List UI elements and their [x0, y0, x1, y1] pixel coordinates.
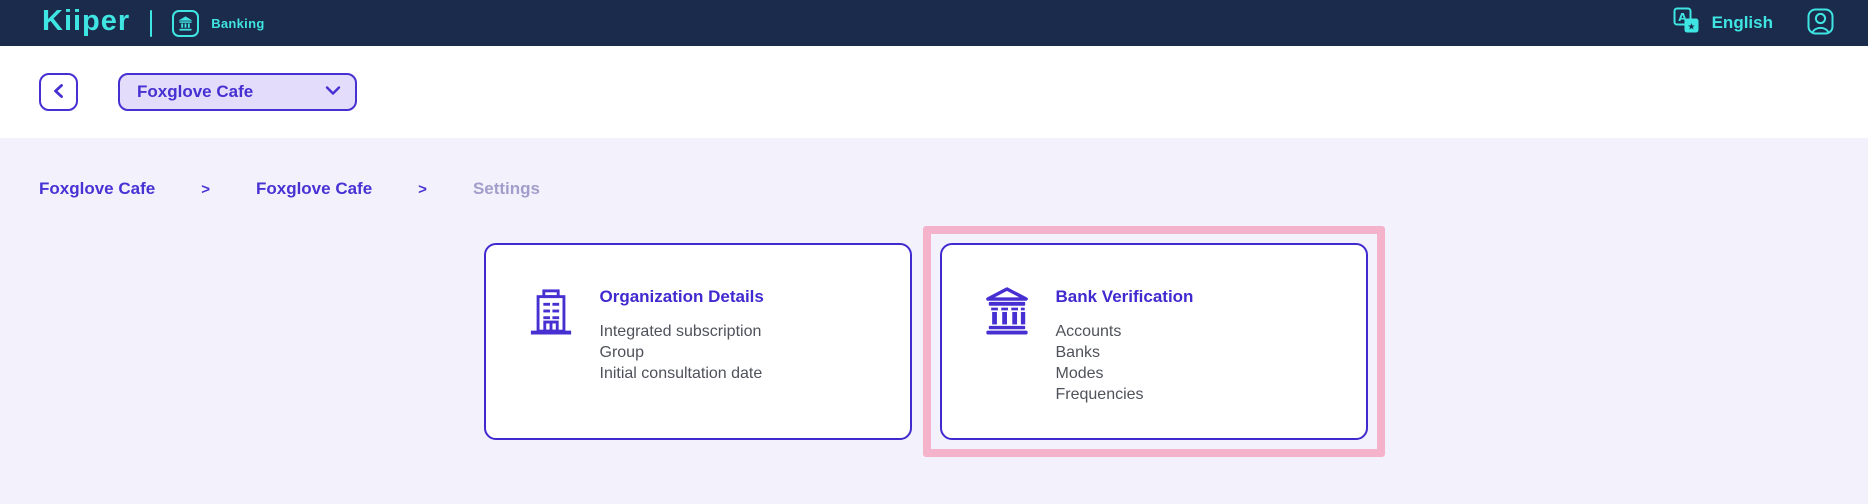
card-list-item: Banks: [1055, 344, 1100, 361]
bank-badge-icon: [172, 9, 200, 37]
main-content: Foxglove Cafe > Foxglove Cafe > Settings: [0, 138, 1868, 504]
product-label: Banking: [211, 15, 265, 31]
brand-logo[interactable]: Kiiper: [42, 5, 131, 37]
svg-text:★: ★: [1687, 23, 1695, 33]
user-profile-icon: [1807, 8, 1834, 38]
card-option-list: Accounts Banks Modes Frequencies: [1056, 321, 1194, 405]
header-divider: [150, 9, 153, 37]
card-organization-details[interactable]: Organization Details Integrated subscrip…: [483, 243, 912, 440]
highlight-frame: Bank Verification Accounts Banks Modes F…: [922, 226, 1385, 457]
card-title: Bank Verification: [1055, 287, 1194, 306]
profile-button[interactable]: [1807, 8, 1834, 38]
card-body: Bank Verification Accounts Banks Modes F…: [1056, 283, 1194, 438]
breadcrumb-separator-icon: >: [418, 180, 427, 198]
top-navbar: Kiiper Banking A ★ English: [0, 0, 1868, 46]
language-label: English: [1711, 13, 1773, 32]
card-list-item: Initial consultation date: [599, 365, 763, 382]
breadcrumb: Foxglove Cafe > Foxglove Cafe > Settings: [0, 138, 1868, 200]
chevron-left-icon: [49, 81, 69, 104]
settings-cards-row: Organization Details Integrated subscrip…: [0, 226, 1868, 457]
card-list-item: Accounts: [1055, 323, 1122, 340]
card-list-item: Group: [599, 344, 644, 361]
card-body: Organization Details Integrated subscrip…: [600, 283, 764, 438]
product-badge-banking: Banking: [172, 9, 265, 37]
svg-text:A: A: [1678, 11, 1687, 24]
card-list-item: Frequencies: [1055, 386, 1144, 403]
card-option-list: Integrated subscription Group Initial co…: [600, 321, 764, 384]
card-list-item: Integrated subscription: [599, 323, 762, 340]
breadcrumb-item-company[interactable]: Foxglove Cafe: [39, 179, 156, 198]
breadcrumb-item-settings: Settings: [472, 179, 540, 198]
chevron-down-icon: [325, 83, 341, 101]
back-button[interactable]: [39, 73, 78, 111]
language-selector[interactable]: A ★ English: [1673, 7, 1773, 39]
card-list-item: Modes: [1055, 365, 1104, 382]
translate-icon: A ★: [1673, 7, 1700, 39]
bank-icon: [984, 285, 1030, 438]
breadcrumb-separator-icon: >: [201, 180, 210, 198]
card-title: Organization Details: [599, 287, 764, 306]
organization-dropdown-value: Foxglove Cafe: [137, 82, 254, 101]
toolbar: Foxglove Cafe: [0, 46, 1868, 138]
building-icon: [528, 285, 574, 438]
card-bank-verification[interactable]: Bank Verification Accounts Banks Modes F…: [939, 243, 1368, 440]
breadcrumb-item-organization[interactable]: Foxglove Cafe: [255, 179, 373, 198]
organization-dropdown[interactable]: Foxglove Cafe: [118, 73, 357, 111]
